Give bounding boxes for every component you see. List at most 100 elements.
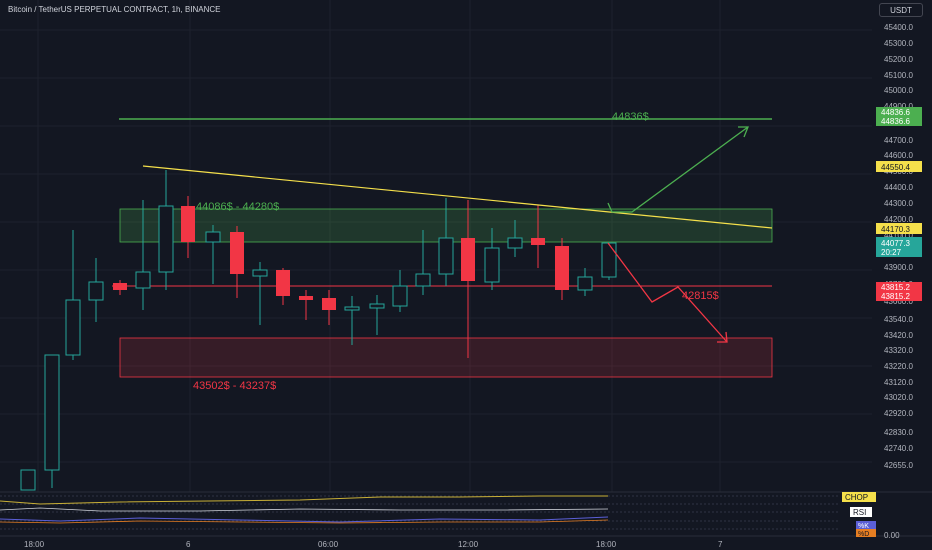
support-price-value: 43815.2 bbox=[881, 283, 910, 292]
target-price-value-2: 44836.6 bbox=[881, 117, 910, 126]
price-tick-label: 43900.0 bbox=[884, 263, 913, 272]
trend-price-badge bbox=[876, 223, 922, 234]
chop-line bbox=[0, 495, 608, 505]
bearish-arrow-head-icon bbox=[717, 331, 728, 343]
candle bbox=[555, 238, 569, 300]
countdown-timer: 20:27 bbox=[881, 248, 902, 257]
price-tick-label: 42830.0 bbox=[884, 428, 913, 437]
bullish-arrow-head-icon bbox=[738, 126, 749, 138]
last-price-value: 44077.3 bbox=[881, 239, 910, 248]
candle bbox=[230, 226, 244, 298]
time-axis[interactable]: 18:00 6 06:00 12:00 18:00 7 bbox=[24, 540, 723, 549]
demand-zone-label: 43502$ - 43237$ bbox=[193, 380, 276, 392]
price-tick-label: 45000.0 bbox=[884, 86, 913, 95]
support-label: 42815$ bbox=[682, 290, 719, 302]
symbol-title: Bitcoin / TetherUS PERPETUAL CONTRACT, 1… bbox=[8, 5, 221, 14]
candle bbox=[181, 196, 195, 258]
candle bbox=[252, 262, 268, 325]
candle bbox=[276, 268, 290, 305]
candle bbox=[392, 270, 408, 312]
target-label: 44836$ bbox=[612, 111, 649, 123]
candle bbox=[20, 469, 36, 491]
price-tick-label: 44400.0 bbox=[884, 183, 913, 192]
time-tick-label: 18:00 bbox=[24, 540, 45, 549]
target-price-badge bbox=[876, 107, 922, 117]
candle bbox=[158, 170, 174, 290]
target-price-value: 44836.6 bbox=[881, 108, 910, 117]
candle bbox=[415, 230, 431, 295]
last-price-badge bbox=[876, 237, 922, 257]
price-tick-label: 43020.0 bbox=[884, 393, 913, 402]
time-tick-label: 06:00 bbox=[318, 540, 339, 549]
price-tick-label: 44600.0 bbox=[884, 151, 913, 160]
stoch-d-line bbox=[0, 519, 609, 524]
time-tick-label: 6 bbox=[186, 540, 191, 549]
trend-price-value: 44170.3 bbox=[881, 225, 910, 234]
chop-label: CHOP bbox=[845, 493, 868, 502]
support-price-value-2: 43815.2 bbox=[881, 292, 910, 301]
k-label: %K bbox=[858, 523, 869, 530]
candle bbox=[135, 200, 151, 310]
candle bbox=[369, 295, 385, 335]
price-tick-label: 45300.0 bbox=[884, 39, 913, 48]
target-price-badge-2 bbox=[876, 116, 922, 126]
grid bbox=[0, 0, 872, 492]
candle bbox=[484, 228, 500, 290]
price-tick-label: 44200.0 bbox=[884, 215, 913, 224]
d-label: %D bbox=[858, 531, 869, 538]
upper-price-badge bbox=[876, 161, 922, 172]
upper-price-value: 44550.4 bbox=[881, 163, 910, 172]
price-tick-label: 43220.0 bbox=[884, 362, 913, 371]
k-badge bbox=[856, 521, 876, 529]
candle bbox=[531, 205, 545, 268]
price-tick-label: 42655.0 bbox=[884, 461, 913, 470]
price-tick-label: 42920.0 bbox=[884, 409, 913, 418]
price-tick-label: 44900.0 bbox=[884, 102, 913, 111]
price-tick-label: 43540.0 bbox=[884, 315, 913, 324]
candles bbox=[20, 170, 617, 491]
price-tick-label: 45200.0 bbox=[884, 55, 913, 64]
candle bbox=[322, 290, 336, 325]
price-tick-label: 43120.0 bbox=[884, 378, 913, 387]
resistance-zone-label: 44086$ - 44280$ bbox=[196, 201, 279, 213]
price-tick-label: 44700.0 bbox=[884, 136, 913, 145]
price-tick-label: 43420.0 bbox=[884, 331, 913, 340]
candle bbox=[577, 268, 593, 296]
candle bbox=[113, 280, 127, 295]
rsi-label: RSI bbox=[853, 508, 866, 517]
price-tick-label: 44100.0 bbox=[884, 231, 913, 240]
price-tick-label: 44300.0 bbox=[884, 199, 913, 208]
price-tick-label: 45100.0 bbox=[884, 71, 913, 80]
candle bbox=[601, 242, 617, 280]
rsi-badge bbox=[850, 507, 872, 517]
descending-trendline[interactable] bbox=[142, 165, 773, 229]
time-tick-label: 18:00 bbox=[596, 540, 617, 549]
chop-badge bbox=[842, 492, 876, 502]
demand-zone[interactable] bbox=[119, 337, 773, 378]
support-price-badge bbox=[876, 282, 922, 292]
candle bbox=[344, 296, 360, 345]
d-badge bbox=[856, 529, 876, 537]
currency-button[interactable]: USDT bbox=[879, 3, 923, 17]
candle bbox=[65, 230, 81, 360]
bearish-projection-path[interactable] bbox=[607, 242, 728, 343]
price-tick-label: 43320.0 bbox=[884, 346, 913, 355]
candle bbox=[44, 354, 60, 488]
candle bbox=[88, 258, 104, 322]
candle bbox=[507, 220, 523, 257]
candle bbox=[438, 198, 454, 286]
support-price-badge-2 bbox=[876, 291, 922, 301]
candle bbox=[205, 225, 221, 284]
zero-label: 0.00 bbox=[884, 531, 900, 540]
price-tick-label: 43660.0 bbox=[884, 297, 913, 306]
candle bbox=[461, 200, 475, 358]
price-tick-label: 45400.0 bbox=[884, 23, 913, 32]
bullish-projection-path[interactable] bbox=[607, 126, 749, 213]
price-tick-label: 42740.0 bbox=[884, 444, 913, 453]
candle bbox=[299, 290, 313, 320]
indicator-pane bbox=[0, 491, 932, 537]
time-tick-label: 7 bbox=[718, 540, 723, 549]
rsi-line bbox=[0, 507, 609, 512]
stoch-k-line bbox=[0, 516, 609, 523]
